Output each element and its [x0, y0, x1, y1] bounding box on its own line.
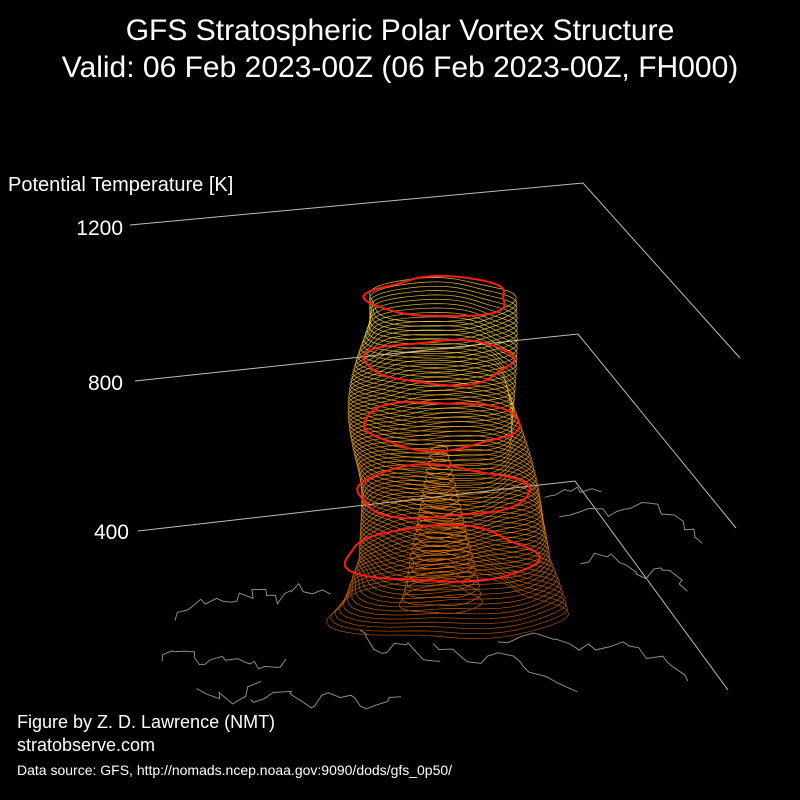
isosurface-contour [348, 363, 515, 414]
coastline [196, 681, 262, 705]
isosurface-contour [360, 316, 518, 364]
coastline [161, 650, 287, 670]
core-contour [421, 492, 460, 509]
core-contour [408, 551, 475, 577]
isosurface-contour [357, 325, 518, 373]
core-contour [418, 506, 463, 524]
isosurface-contour [359, 516, 549, 578]
isosurface-contour [343, 558, 564, 620]
isosurface-contour [358, 320, 518, 368]
isosurface-contour [369, 285, 518, 332]
isosurface-contour [357, 532, 552, 595]
isosurface-contour [348, 398, 519, 452]
isosurface-contour [351, 549, 560, 612]
isosurface-contour [361, 476, 542, 534]
core-contour [430, 445, 448, 455]
isosurface-contour [358, 528, 551, 591]
isosurface-contour [350, 351, 517, 400]
chart-title: GFS Stratospheric Polar Vortex Structure [125, 14, 675, 47]
isosurface-contour [347, 385, 514, 437]
core-contour [422, 485, 458, 501]
isosurface-contour [361, 468, 540, 525]
isosurface-contour [366, 298, 518, 345]
website-credit: stratobserve.com [17, 735, 156, 755]
coastline [497, 632, 689, 682]
isosurface-contour [353, 430, 531, 486]
highlighted-level-contour [356, 462, 532, 520]
isosurface-contour [348, 368, 515, 418]
isosurface-contour [356, 444, 535, 501]
core-contour [417, 512, 465, 532]
isosurface-contour [358, 453, 537, 510]
highlighted-level-contour [362, 338, 516, 387]
highlighted-level-contour [362, 274, 506, 317]
isosurface-contour [351, 346, 517, 396]
isosurface-contour [354, 333, 518, 382]
coastline [580, 552, 688, 592]
isosurface-contour [349, 412, 524, 467]
isosurface-contour [347, 381, 514, 432]
isosurface-contour [359, 507, 547, 570]
coastline [174, 582, 332, 621]
coastline [544, 486, 602, 498]
isosurface-contour [360, 492, 544, 552]
coastline [559, 501, 703, 544]
core-contour [419, 499, 462, 517]
core-contour [409, 544, 473, 570]
isosurface-contour [352, 342, 517, 391]
isosurface-contour [368, 294, 518, 341]
isosurface-contour [348, 394, 518, 447]
isosurface-contour [360, 484, 543, 543]
axis-grid-line [137, 480, 729, 691]
isosurface-contour [352, 425, 529, 481]
core-contour [429, 452, 450, 462]
isosurface-contour [353, 545, 558, 608]
core-contour [411, 538, 471, 562]
isosurface-contour [363, 307, 518, 355]
isosurface-contour [355, 329, 518, 378]
coastline [250, 690, 402, 710]
isosurface-contour [349, 407, 523, 462]
axis-grid-line [129, 182, 741, 359]
isosurface-contour [347, 390, 516, 442]
core-contour [424, 472, 455, 486]
author-credit: Figure by Z. D. Lawrence (NMT) [17, 712, 276, 732]
core-contour [423, 478, 457, 494]
core-contour [404, 570, 480, 598]
isosurface-contour [338, 562, 565, 625]
data-source: Data source: GFS, http://nomads.ncep.noa… [17, 762, 453, 778]
z-tick-label: 1200 [76, 217, 123, 240]
core-contour [426, 465, 453, 478]
isosurface-contour [357, 449, 536, 506]
axis-grid-line [134, 333, 737, 529]
isosurface-contour [349, 355, 516, 405]
coastline [359, 629, 441, 662]
coastline [432, 643, 578, 693]
core-contour [412, 531, 470, 555]
highlighted-level-contour [362, 400, 521, 453]
z-axis-label: Potential Temperature [K] [8, 174, 234, 196]
isosurface-contour [369, 277, 517, 323]
chart-subtitle: Valid: 06 Feb 2023-00Z (06 Feb 2023-00Z,… [61, 51, 739, 84]
highlighted-level-contour [343, 523, 541, 583]
isosurface-contour [355, 439, 534, 496]
isosurface-contour [356, 536, 554, 600]
isosurface-contour [354, 435, 532, 491]
z-tick-label: 400 [93, 521, 129, 544]
isosurface-contour [369, 290, 518, 336]
isosurface-contour [361, 480, 542, 538]
core-contour [399, 584, 483, 614]
z-tick-label: 800 [87, 372, 123, 395]
isosurface-contour [360, 488, 544, 548]
isosurface-contour [348, 403, 521, 457]
